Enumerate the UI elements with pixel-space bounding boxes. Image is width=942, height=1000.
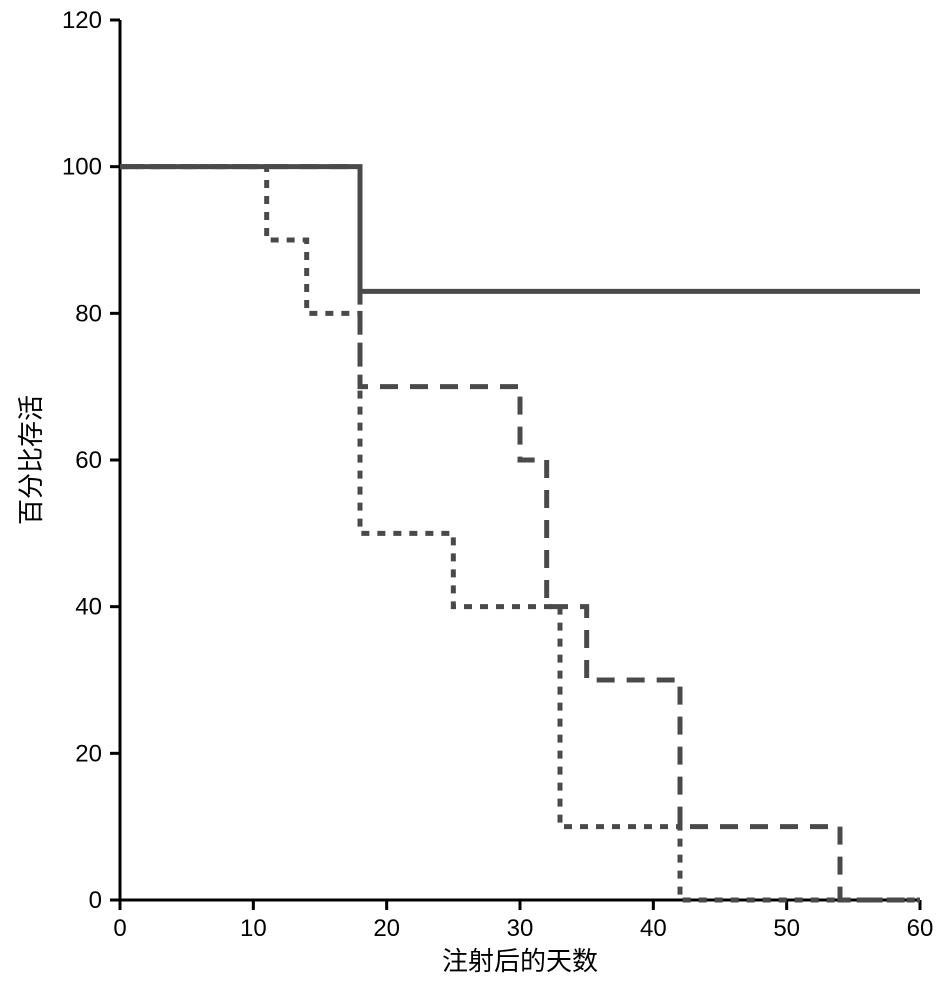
y-tick-label: 60 (75, 447, 102, 474)
y-tick-label: 0 (89, 887, 102, 914)
y-tick-label: 100 (62, 154, 102, 181)
x-tick-label: 20 (373, 915, 400, 942)
series-short-dash (120, 167, 920, 900)
series-solid (120, 167, 920, 292)
series-long-dash (120, 167, 920, 900)
y-tick-label: 20 (75, 740, 102, 767)
chart-svg: 0 10 20 30 40 50 60 0 20 40 60 80 100 120 注射后的天数 百分比存活 (0, 0, 942, 1000)
x-tick-label: 50 (773, 915, 800, 942)
x-tick-label: 30 (507, 915, 534, 942)
y-tick-label: 120 (62, 7, 102, 34)
y-tick-label: 40 (75, 594, 102, 621)
y-tick-label: 80 (75, 300, 102, 327)
x-tick-label: 40 (640, 915, 667, 942)
survival-chart: 0 10 20 30 40 50 60 0 20 40 60 80 100 120 注射后的天数 百分比存活 (0, 0, 942, 1000)
x-axis-label: 注射后的天数 (442, 946, 598, 976)
x-tick-label: 10 (240, 915, 267, 942)
x-tick-label: 0 (113, 915, 126, 942)
x-tick-label: 60 (907, 915, 934, 942)
y-axis-label: 百分比存活 (16, 395, 46, 525)
